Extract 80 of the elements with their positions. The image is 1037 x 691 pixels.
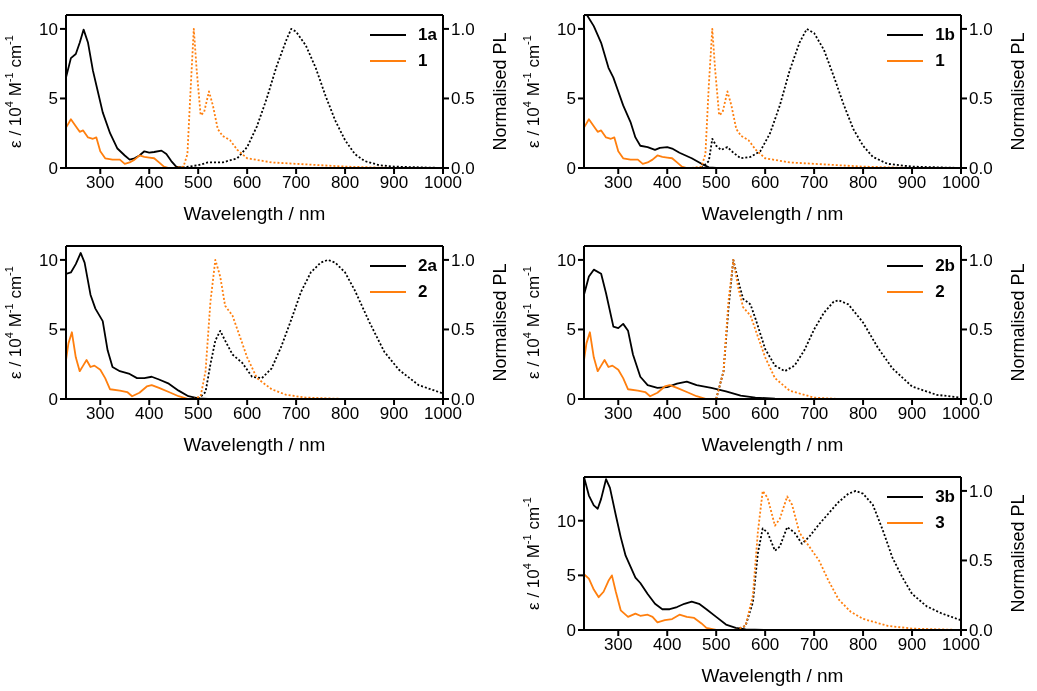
- x-tick-label: 400: [653, 404, 682, 424]
- legend-label: 3: [935, 513, 945, 533]
- x-tick-label: 500: [702, 404, 731, 424]
- y-tick-label: 10: [557, 511, 576, 531]
- y-tick-label: 5: [566, 566, 576, 586]
- y-tick-label: 5: [48, 320, 58, 340]
- x-tick-label: 700: [799, 173, 829, 193]
- x-tick-label: 800: [848, 635, 878, 655]
- y2-tick-label: 0.5: [451, 89, 475, 109]
- y-tick-label: 0: [48, 390, 58, 410]
- y-tick-label: 10: [39, 250, 58, 270]
- legend-label: 1: [418, 51, 428, 71]
- x-tick-label: 400: [135, 404, 164, 424]
- y2-tick-label: 0.5: [969, 320, 993, 340]
- y2-axis-title: Normalised PL: [1008, 494, 1028, 613]
- x-tick-label: 300: [604, 635, 633, 655]
- x-tick-label: 300: [86, 173, 115, 193]
- y2-tick-label: 0.5: [969, 551, 993, 571]
- x-axis-title: Wavelength / nm: [701, 433, 844, 455]
- x-tick-label: 800: [848, 173, 878, 193]
- x-tick-label: 800: [330, 404, 360, 424]
- x-tick-label: 600: [750, 404, 780, 424]
- x-tick-label: 400: [135, 173, 164, 193]
- y2-tick-label: 0.5: [969, 89, 993, 109]
- x-tick-label: 400: [653, 173, 682, 193]
- x-tick-label: 700: [799, 404, 829, 424]
- y2-tick-label: 1.0: [451, 250, 475, 270]
- y-tick-label: 10: [39, 19, 58, 39]
- x-tick-label: 600: [750, 173, 780, 193]
- y-tick-label: 10: [557, 19, 576, 39]
- x-tick-label: 600: [750, 635, 780, 655]
- x-tick-label: 700: [281, 173, 311, 193]
- y-tick-label: 0: [566, 390, 576, 410]
- y2-axis-title: Normalised PL: [490, 32, 510, 151]
- x-tick-label: 500: [184, 404, 213, 424]
- y2-axis-title: Normalised PL: [490, 263, 510, 382]
- x-tick-label: 300: [86, 404, 115, 424]
- x-tick-label: 900: [379, 404, 409, 424]
- x-tick-label: 500: [702, 635, 731, 655]
- legend-label: 3b: [935, 487, 955, 507]
- x-axis-title: Wavelength / nm: [701, 664, 844, 686]
- y-tick-label: 0: [566, 621, 576, 641]
- legend-label: 2a: [418, 256, 437, 276]
- y2-axis-title: Normalised PL: [1008, 263, 1028, 382]
- x-tick-label: 500: [184, 173, 213, 193]
- x-tick-label: 800: [848, 404, 878, 424]
- legend-label: 2: [935, 282, 945, 302]
- y2-tick-label: 1.0: [969, 19, 993, 39]
- x-tick-label: 600: [232, 404, 262, 424]
- legend-label: 1: [935, 51, 945, 71]
- x-tick-label: 900: [897, 404, 927, 424]
- x-tick-label: 900: [897, 173, 927, 193]
- x-tick-label: 400: [653, 635, 682, 655]
- x-axis-title: Wavelength / nm: [701, 202, 844, 224]
- x-tick-label: 700: [799, 635, 829, 655]
- y2-tick-label: 1.0: [451, 19, 475, 39]
- y2-tick-label: 1.0: [969, 250, 993, 270]
- legend-label: 1b: [935, 25, 955, 45]
- x-tick-label: 600: [232, 173, 262, 193]
- y-tick-label: 0: [48, 159, 58, 179]
- legend-label: 1a: [418, 25, 437, 45]
- y2-tick-label: 0.5: [451, 320, 475, 340]
- x-tick-label: 300: [604, 404, 633, 424]
- x-tick-label: 700: [281, 404, 311, 424]
- x-tick-label: 800: [330, 173, 360, 193]
- legend-label: 2b: [935, 256, 955, 276]
- y-tick-label: 5: [566, 320, 576, 340]
- x-axis-title: Wavelength / nm: [183, 433, 326, 455]
- y-tick-label: 5: [566, 89, 576, 109]
- legend-label: 2: [418, 282, 428, 302]
- y-tick-label: 5: [48, 89, 58, 109]
- x-tick-label: 900: [379, 173, 409, 193]
- x-tick-label: 500: [702, 173, 731, 193]
- y2-tick-label: 1.0: [969, 481, 993, 501]
- y-tick-label: 10: [557, 250, 576, 270]
- y-tick-label: 0: [566, 159, 576, 179]
- y2-axis-title: Normalised PL: [1008, 32, 1028, 151]
- x-tick-label: 300: [604, 173, 633, 193]
- x-tick-label: 900: [897, 635, 927, 655]
- x-axis-title: Wavelength / nm: [183, 202, 326, 224]
